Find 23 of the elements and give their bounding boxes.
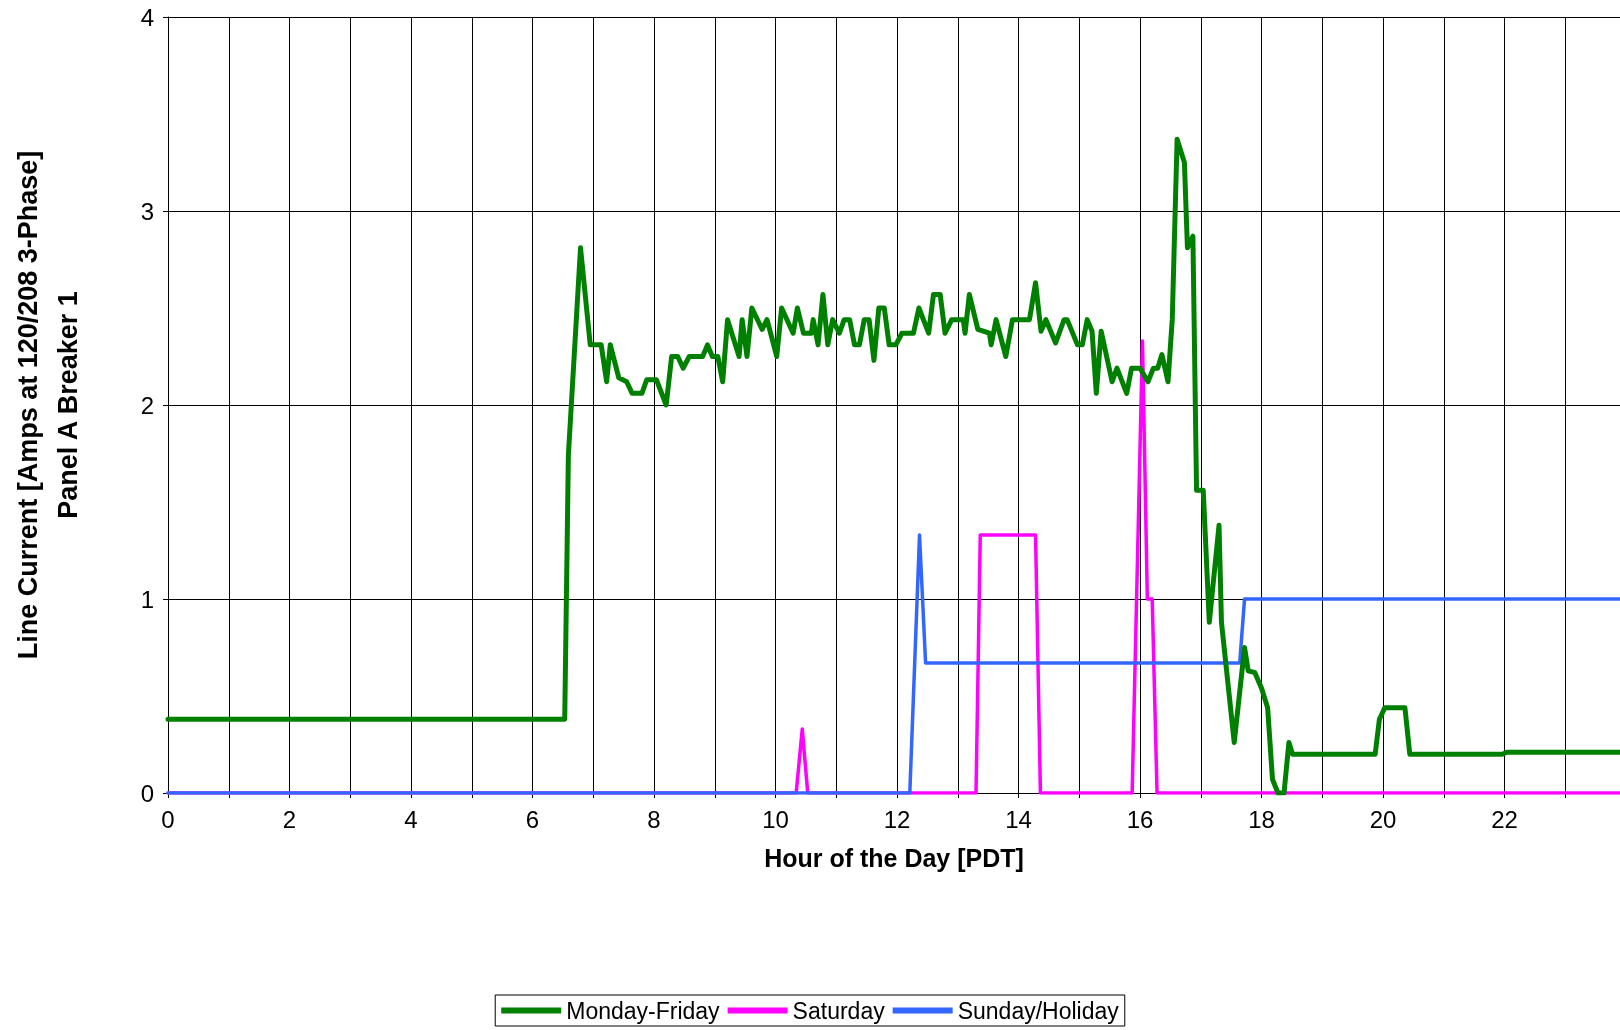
line-series (166, 533, 1620, 795)
x-tick-label: 22 (1491, 805, 1518, 833)
x-tick-label: 4 (404, 805, 418, 833)
x-tick-label: 0 (161, 805, 175, 833)
y-axis-title: Line Current [Amps at 120/208 3-Phase] Panel A Breaker 1 (13, 150, 83, 660)
y-tick-label: 1 (140, 585, 154, 613)
legend-label: Sunday/Holiday (957, 997, 1120, 1024)
x-tick-label: 6 (525, 805, 540, 833)
legend-label: Saturday (792, 997, 886, 1024)
x-tick-label: 10 (762, 805, 789, 833)
x-tick-label: 18 (1248, 805, 1275, 833)
legend-label: Monday-Friday (566, 997, 721, 1024)
y-tick-label: 4 (140, 3, 154, 31)
y-tick-label: 0 (140, 779, 154, 807)
x-tick-label: 12 (883, 805, 911, 833)
x-tick-label: 14 (1005, 805, 1032, 833)
x-tick-label: 20 (1369, 805, 1397, 833)
y-tick-label: 3 (140, 197, 154, 225)
x-tick-label: 8 (647, 805, 661, 833)
x-tick-label: 2 (282, 805, 297, 833)
y-tick-label: 2 (140, 391, 154, 419)
x-axis-title: Hour of the Day [PDT] (764, 843, 1024, 872)
x-tick-label: 16 (1126, 805, 1154, 833)
